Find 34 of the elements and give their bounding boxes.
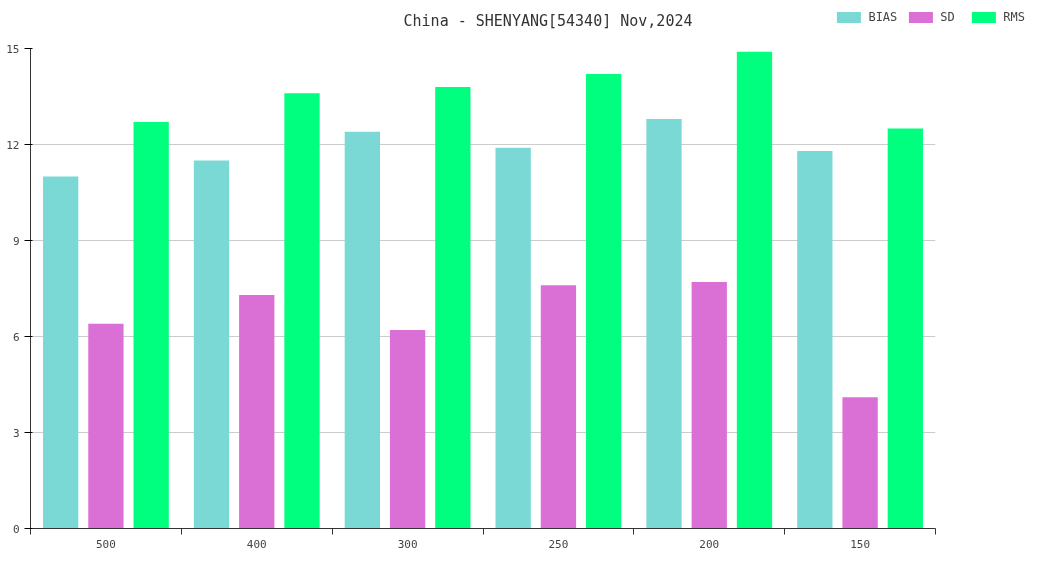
legend-label: SD [940, 10, 956, 24]
bar [435, 86, 471, 529]
bar [133, 122, 169, 529]
bar [691, 282, 727, 529]
x-tick-label: 300 [397, 537, 418, 551]
bar [284, 93, 320, 529]
x-tick-label: 250 [548, 537, 569, 551]
bar [43, 176, 79, 529]
bar [540, 285, 577, 529]
bar [842, 397, 878, 529]
bar [797, 150, 833, 529]
chart-title: China - SHENYANG[54340] Nov,2024 [403, 11, 693, 30]
legend-label: BIAS [868, 10, 898, 24]
y-tick-label: 0 [12, 522, 20, 536]
bar [495, 147, 531, 529]
bar [389, 330, 426, 529]
x-tick-label: 200 [699, 537, 720, 551]
bar [887, 128, 923, 529]
y-tick-label: 6 [12, 330, 20, 344]
bar [239, 294, 275, 529]
y-tick-label: 12 [6, 138, 20, 152]
bar [736, 51, 773, 529]
bar [646, 118, 682, 529]
x-tick-label: 500 [95, 537, 116, 551]
bar [193, 160, 230, 529]
x-tick-label: 400 [246, 537, 267, 551]
legend-label: RMS [1003, 10, 1025, 24]
y-tick-label: 9 [12, 234, 20, 248]
bar [88, 323, 124, 529]
y-tick-label: 15 [6, 42, 20, 56]
bar [344, 131, 380, 529]
bar [586, 74, 622, 529]
y-tick-label: 3 [12, 426, 20, 440]
x-tick-label: 150 [850, 537, 871, 551]
